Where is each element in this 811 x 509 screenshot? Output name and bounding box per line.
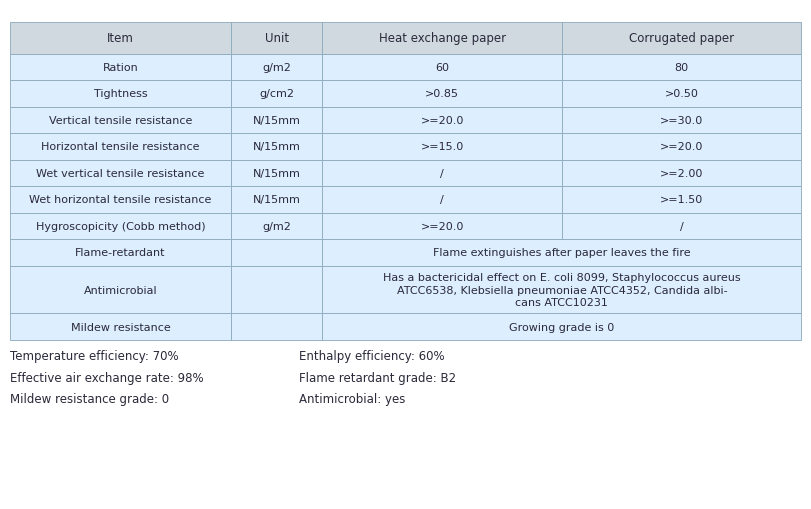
Text: Item: Item bbox=[107, 32, 134, 45]
Text: N/15mm: N/15mm bbox=[253, 195, 301, 205]
Bar bbox=[562, 213, 801, 240]
Bar bbox=[323, 81, 562, 107]
Bar bbox=[10, 54, 231, 81]
Bar bbox=[323, 134, 562, 160]
Text: N/15mm: N/15mm bbox=[253, 168, 301, 179]
Text: >=20.0: >=20.0 bbox=[660, 142, 703, 152]
Bar bbox=[10, 187, 231, 213]
Text: >0.85: >0.85 bbox=[425, 89, 459, 99]
Text: /: / bbox=[440, 168, 444, 179]
Text: Mildew resistance: Mildew resistance bbox=[71, 322, 170, 332]
Bar bbox=[10, 266, 231, 314]
Text: Flame retardant grade: B2: Flame retardant grade: B2 bbox=[298, 371, 456, 384]
Text: >=1.50: >=1.50 bbox=[660, 195, 703, 205]
Bar bbox=[323, 213, 562, 240]
Bar bbox=[231, 54, 323, 81]
Text: Tightness: Tightness bbox=[94, 89, 148, 99]
Text: Temperature efficiency: 70%: Temperature efficiency: 70% bbox=[10, 350, 178, 362]
Bar bbox=[562, 107, 801, 134]
Bar bbox=[231, 160, 323, 187]
Text: Enthalpy efficiency: 60%: Enthalpy efficiency: 60% bbox=[298, 350, 444, 362]
Text: >=20.0: >=20.0 bbox=[420, 221, 464, 232]
Text: >=30.0: >=30.0 bbox=[660, 116, 703, 126]
Bar bbox=[562, 134, 801, 160]
Text: Flame extinguishes after paper leaves the fire: Flame extinguishes after paper leaves th… bbox=[433, 248, 691, 258]
Text: g/m2: g/m2 bbox=[263, 221, 291, 232]
Text: Vertical tensile resistance: Vertical tensile resistance bbox=[49, 116, 192, 126]
Bar bbox=[231, 107, 323, 134]
Text: Effective air exchange rate: 98%: Effective air exchange rate: 98% bbox=[10, 371, 204, 384]
Bar bbox=[231, 187, 323, 213]
Text: Corrugated paper: Corrugated paper bbox=[629, 32, 734, 45]
Text: Antimicrobial: Antimicrobial bbox=[84, 285, 157, 295]
Text: /: / bbox=[680, 221, 684, 232]
Bar bbox=[231, 23, 323, 54]
Bar bbox=[231, 134, 323, 160]
Text: 60: 60 bbox=[436, 63, 449, 73]
Text: >0.50: >0.50 bbox=[664, 89, 698, 99]
Bar bbox=[323, 187, 562, 213]
Bar bbox=[323, 107, 562, 134]
Text: g/cm2: g/cm2 bbox=[260, 89, 294, 99]
Bar bbox=[10, 107, 231, 134]
Bar bbox=[231, 213, 323, 240]
Text: Hygroscopicity (Cobb method): Hygroscopicity (Cobb method) bbox=[36, 221, 205, 232]
Bar bbox=[562, 23, 801, 54]
Text: >=15.0: >=15.0 bbox=[420, 142, 464, 152]
Bar bbox=[10, 134, 231, 160]
Bar bbox=[10, 23, 231, 54]
Bar bbox=[323, 54, 562, 81]
Bar bbox=[10, 314, 231, 341]
Text: Wet horizontal tensile resistance: Wet horizontal tensile resistance bbox=[29, 195, 212, 205]
Text: g/m2: g/m2 bbox=[263, 63, 291, 73]
Bar bbox=[562, 54, 801, 81]
Bar bbox=[10, 213, 231, 240]
Text: Unit: Unit bbox=[265, 32, 289, 45]
Text: Mildew resistance grade: 0: Mildew resistance grade: 0 bbox=[10, 392, 169, 405]
Bar bbox=[10, 160, 231, 187]
Bar bbox=[10, 240, 231, 266]
Text: Growing grade is 0: Growing grade is 0 bbox=[509, 322, 615, 332]
Text: >=20.0: >=20.0 bbox=[420, 116, 464, 126]
Bar bbox=[323, 266, 801, 314]
Bar bbox=[562, 160, 801, 187]
Text: Antimicrobial: yes: Antimicrobial: yes bbox=[298, 392, 405, 405]
Text: Has a bactericidal effect on E. coli 8099, Staphylococcus aureus
ATCC6538, Klebs: Has a bactericidal effect on E. coli 809… bbox=[383, 273, 740, 307]
Bar bbox=[231, 314, 323, 341]
Text: /: / bbox=[440, 195, 444, 205]
Bar bbox=[10, 81, 231, 107]
Bar bbox=[562, 187, 801, 213]
Bar bbox=[231, 240, 323, 266]
Bar bbox=[323, 23, 562, 54]
Text: Horizontal tensile resistance: Horizontal tensile resistance bbox=[41, 142, 200, 152]
Bar bbox=[323, 240, 801, 266]
Bar bbox=[231, 266, 323, 314]
Text: 80: 80 bbox=[675, 63, 689, 73]
Text: Heat exchange paper: Heat exchange paper bbox=[379, 32, 506, 45]
Text: Wet vertical tensile resistance: Wet vertical tensile resistance bbox=[36, 168, 204, 179]
Bar bbox=[323, 314, 801, 341]
Bar bbox=[231, 81, 323, 107]
Bar bbox=[323, 160, 562, 187]
Text: N/15mm: N/15mm bbox=[253, 142, 301, 152]
Bar bbox=[562, 81, 801, 107]
Text: Ration: Ration bbox=[103, 63, 139, 73]
Text: >=2.00: >=2.00 bbox=[660, 168, 703, 179]
Text: N/15mm: N/15mm bbox=[253, 116, 301, 126]
Text: Flame-retardant: Flame-retardant bbox=[75, 248, 165, 258]
